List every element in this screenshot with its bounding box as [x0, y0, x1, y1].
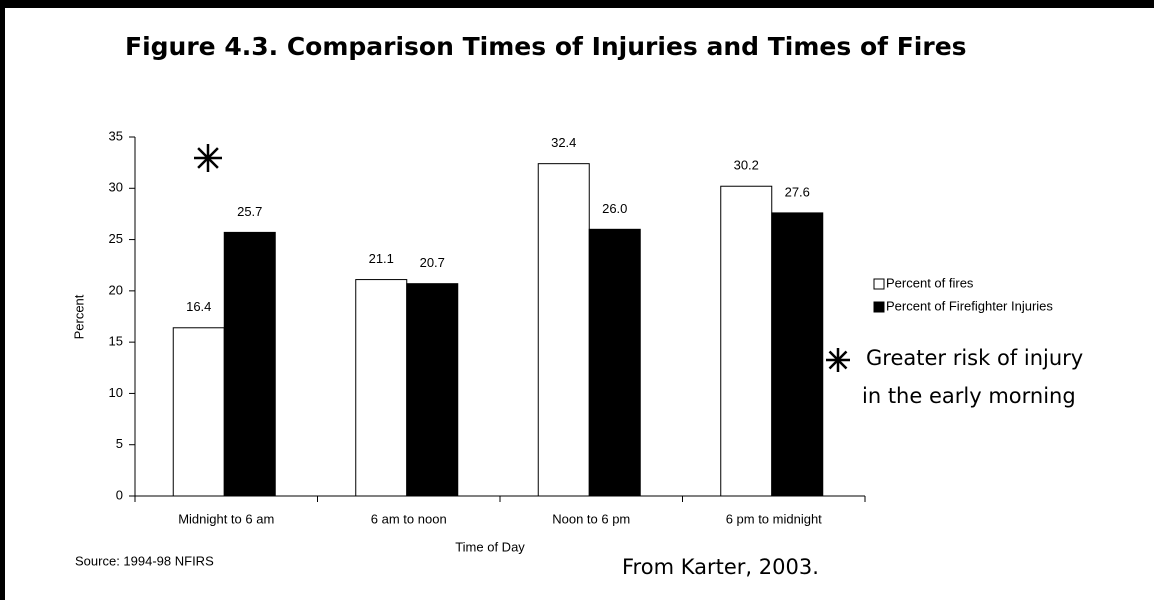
x-tick-label: Midnight to 6 am: [178, 511, 274, 526]
frame-left: [0, 0, 5, 600]
x-tick-label: Noon to 6 pm: [552, 511, 630, 526]
bar: [588, 228, 641, 497]
y-tick-label: 0: [116, 487, 123, 502]
annotation: Greater risk of injury: [866, 346, 1083, 370]
value-label: 20.7: [420, 255, 445, 270]
legend-label: Percent of Firefighter Injuries: [886, 298, 1053, 313]
bar: [720, 185, 773, 497]
y-tick-label: 25: [109, 231, 123, 246]
y-tick-label: 5: [116, 436, 123, 451]
x-tick-label: 6 am to noon: [371, 511, 447, 526]
value-label: 26.0: [602, 201, 627, 216]
x-tick-label: 6 pm to midnight: [726, 511, 822, 526]
bar: [771, 212, 824, 497]
credit: From Karter, 2003.: [622, 555, 819, 579]
y-axis-label: Percent: [71, 294, 86, 339]
value-label: 25.7: [237, 204, 262, 219]
bar: [223, 231, 276, 497]
y-tick-label: 30: [109, 180, 123, 195]
value-label: 27.6: [785, 184, 810, 199]
y-tick-label: 35: [109, 128, 123, 143]
value-label: 16.4: [186, 299, 211, 314]
legend-label: Percent of fires: [886, 275, 974, 290]
y-tick-label: 20: [109, 282, 123, 297]
annotation: in the early morning: [862, 384, 1076, 408]
bar: [172, 327, 225, 497]
bar: [355, 279, 408, 497]
value-label: 30.2: [734, 158, 759, 173]
frame-top: [0, 0, 1154, 8]
asterisk: [197, 147, 219, 169]
x-axis-label: Time of Day: [455, 539, 525, 554]
asterisk: [828, 350, 848, 370]
bar: [406, 283, 459, 497]
y-tick-label: 10: [109, 385, 123, 400]
bar: [537, 163, 590, 497]
source: Source: 1994-98 NFIRS: [75, 553, 214, 568]
legend-swatch: [873, 301, 885, 313]
legend-swatch: [873, 278, 885, 290]
value-label: 32.4: [551, 135, 576, 150]
y-tick-label: 15: [109, 334, 123, 349]
value-label: 21.1: [369, 251, 394, 266]
chart-title: Figure 4.3. Comparison Times of Injuries…: [125, 32, 967, 61]
